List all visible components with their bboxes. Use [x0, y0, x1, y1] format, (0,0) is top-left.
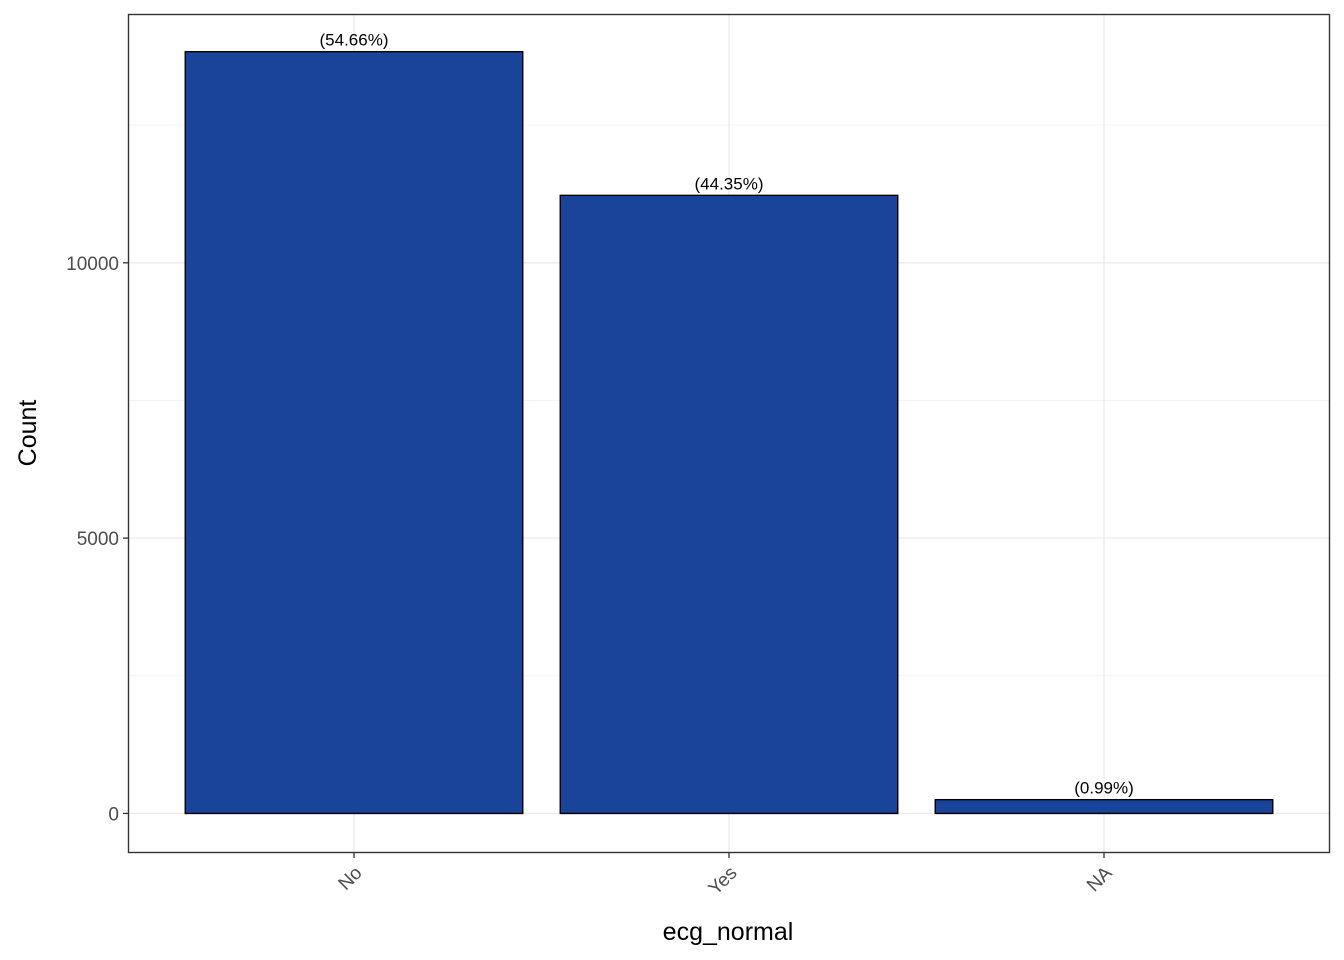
- data-label-na: (0.99%): [1074, 779, 1134, 798]
- data-label-yes: (44.35%): [695, 174, 764, 193]
- data-label-no: (54.66%): [320, 31, 389, 50]
- bar-layer: [184, 50, 1274, 815]
- bar-yes: [559, 194, 899, 815]
- x-tick-label: Yes: [705, 863, 742, 900]
- y-tick-label: 5000: [77, 529, 119, 550]
- y-tick-label: 0: [108, 804, 119, 825]
- data-label-layer: (54.66%) (44.35%) (0.99%): [320, 31, 1134, 798]
- bar-na: [934, 798, 1274, 815]
- y-tick-label: 10000: [66, 254, 119, 275]
- x-tick-label: No: [335, 863, 367, 895]
- y-axis: 0 5000 10000: [66, 254, 129, 825]
- y-axis-title: Count: [14, 400, 42, 467]
- x-axis-title: ecg_normal: [663, 918, 794, 946]
- x-tick-label: NA: [1083, 862, 1117, 896]
- bar-no: [184, 50, 524, 815]
- x-axis: No Yes NA: [335, 852, 1117, 899]
